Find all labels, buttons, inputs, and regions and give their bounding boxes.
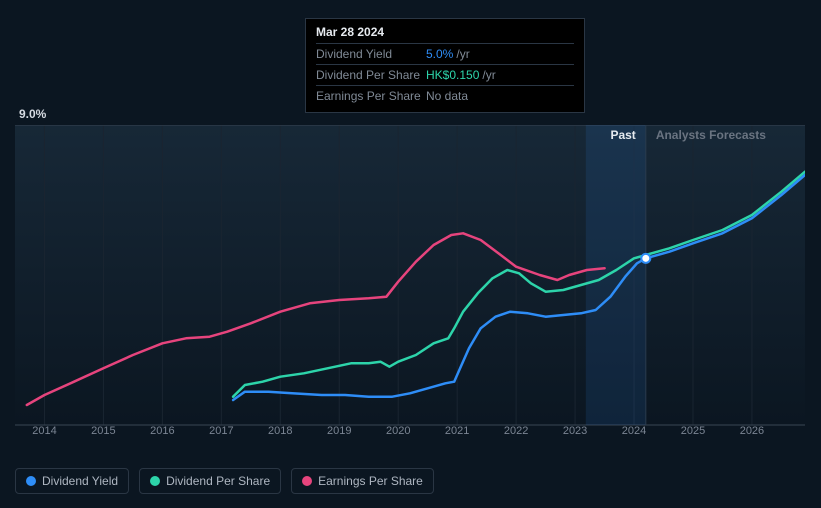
legend-item-earnings-per-share[interactable]: Earnings Per Share bbox=[291, 468, 434, 494]
x-tick-label: 2024 bbox=[622, 425, 646, 437]
tooltip-value: HK$0.150 bbox=[426, 68, 479, 82]
tooltip-row-dividend-per-share: Dividend Per Share HK$0.150 /yr bbox=[316, 64, 574, 85]
tooltip-row-earnings-per-share: Earnings Per Share No data bbox=[316, 85, 574, 106]
x-tick-label: 2015 bbox=[91, 425, 115, 437]
chart-tooltip: Mar 28 2024 Dividend Yield 5.0% /yr Divi… bbox=[305, 18, 585, 113]
x-tick-label: 2026 bbox=[740, 425, 764, 437]
region-label-forecast: Analysts Forecasts bbox=[656, 128, 766, 142]
tooltip-row-dividend-yield: Dividend Yield 5.0% /yr bbox=[316, 43, 574, 64]
x-tick-label: 2018 bbox=[268, 425, 292, 437]
x-tick-label: 2023 bbox=[563, 425, 587, 437]
x-tick-label: 2014 bbox=[32, 425, 56, 437]
tooltip-value: No data bbox=[426, 89, 468, 103]
hover-marker bbox=[641, 254, 650, 263]
tooltip-unit: /yr bbox=[482, 68, 495, 82]
legend-item-dividend-yield[interactable]: Dividend Yield bbox=[15, 468, 129, 494]
legend-label: Dividend Yield bbox=[42, 474, 118, 488]
tooltip-label: Dividend Per Share bbox=[316, 68, 426, 82]
legend-item-dividend-per-share[interactable]: Dividend Per Share bbox=[139, 468, 281, 494]
x-tick-label: 2016 bbox=[150, 425, 174, 437]
tooltip-label: Earnings Per Share bbox=[316, 89, 426, 103]
x-tick-label: 2017 bbox=[209, 425, 233, 437]
chart-legend: Dividend Yield Dividend Per Share Earnin… bbox=[15, 468, 434, 494]
x-tick-label: 2022 bbox=[504, 425, 528, 437]
x-tick-label: 2019 bbox=[327, 425, 351, 437]
tooltip-unit: /yr bbox=[456, 47, 469, 61]
y-axis-max-label: 9.0% bbox=[19, 107, 46, 121]
legend-dot bbox=[150, 476, 160, 486]
x-tick-label: 2021 bbox=[445, 425, 469, 437]
x-axis-labels: 2014 2015 2016 2017 2018 2019 2020 2021 2022 2023… bbox=[15, 425, 805, 441]
chart-svg: Past Analysts Forecasts bbox=[15, 125, 805, 440]
tooltip-date: Mar 28 2024 bbox=[316, 25, 574, 39]
legend-label: Dividend Per Share bbox=[166, 474, 270, 488]
legend-dot bbox=[302, 476, 312, 486]
region-label-past: Past bbox=[610, 128, 635, 142]
legend-dot bbox=[26, 476, 36, 486]
x-tick-label: 2020 bbox=[386, 425, 410, 437]
dividend-chart: 9.0% 0% PastAnalysts Forecasts bbox=[15, 105, 805, 445]
tooltip-value: 5.0% bbox=[426, 47, 453, 61]
legend-label: Earnings Per Share bbox=[318, 474, 423, 488]
tooltip-label: Dividend Yield bbox=[316, 47, 426, 61]
x-tick-label: 2025 bbox=[681, 425, 705, 437]
